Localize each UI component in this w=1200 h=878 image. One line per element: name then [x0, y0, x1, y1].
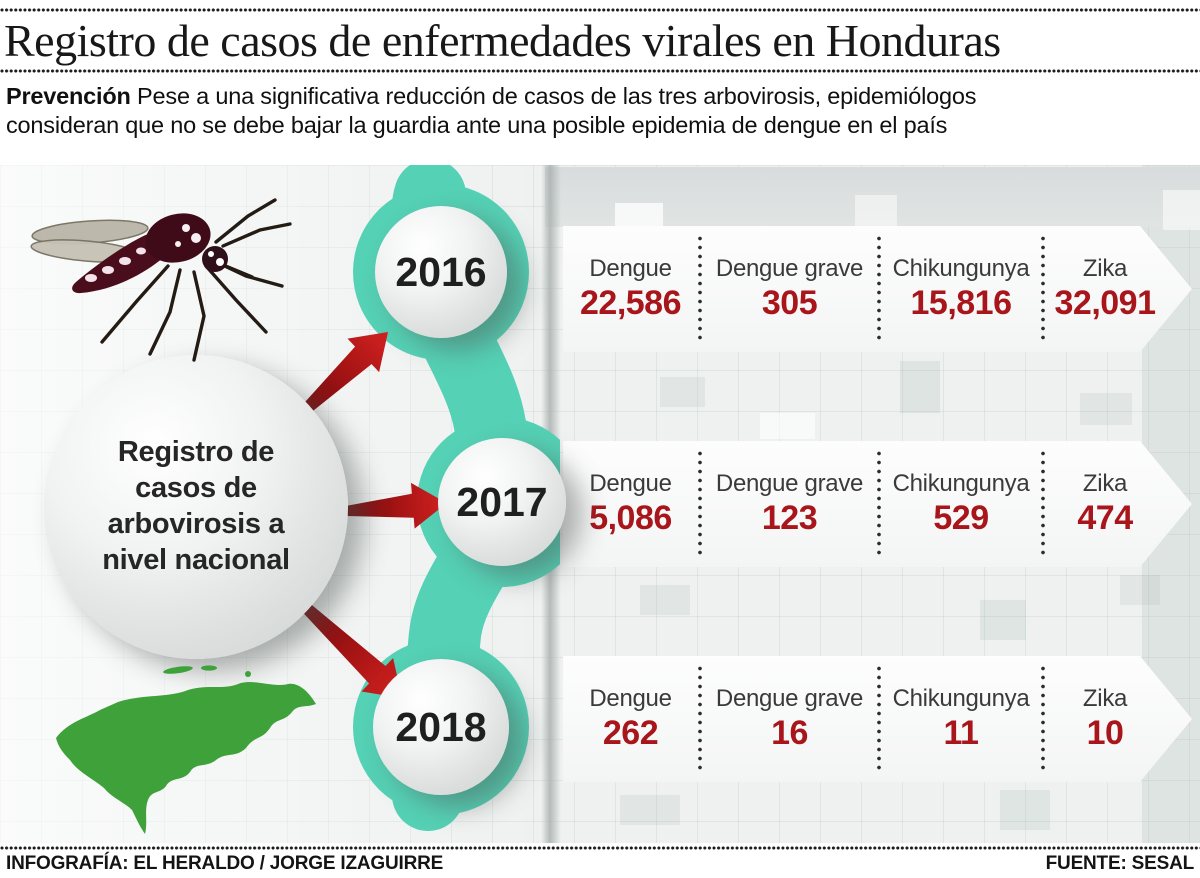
year-circle-2018: 2018: [373, 659, 509, 795]
year-circle-2016: 2016: [375, 206, 507, 338]
dotted-separator: [698, 664, 702, 774]
dotted-separator: [1041, 664, 1045, 774]
dotted-separator: [1041, 234, 1045, 344]
data-cell: Dengue grave 305: [702, 226, 877, 352]
case-count: 11: [943, 714, 979, 752]
case-count: 22,586: [580, 284, 682, 322]
dotted-separator: [1041, 449, 1045, 559]
connector-arrows: [294, 332, 447, 699]
honduras-map: [56, 665, 316, 834]
data-cell: Chikungunya 15,816: [881, 226, 1041, 352]
lede-label: Prevención: [6, 83, 131, 109]
arrow-to-2016: [296, 332, 389, 419]
disease-label: Chikungunya: [892, 255, 1030, 282]
lede-paragraph: Prevención Pese a una significativa redu…: [6, 82, 1186, 141]
disease-label: Chikungunya: [892, 470, 1030, 497]
mosaic-block: [615, 203, 663, 227]
data-banner-2016: Dengue 22,586 Dengue grave 305 Chikungun…: [563, 226, 1192, 352]
year-label: 2016: [395, 248, 487, 295]
disease-label: Dengue: [589, 255, 672, 282]
data-cell: Dengue grave 123: [702, 441, 877, 567]
footer: INFOGRAFÍA: EL HERALDO / JORGE IZAGUIRRE…: [0, 843, 1200, 878]
case-count: 123: [761, 499, 818, 537]
data-cell: Chikungunya 11: [881, 656, 1041, 782]
case-count: 5,086: [589, 499, 672, 537]
disease-label: Chikungunya: [892, 685, 1030, 712]
mosaic-block: [1120, 575, 1160, 605]
dotted-separator: [877, 449, 881, 559]
header: Registro de casos de enfermedades virale…: [0, 0, 1200, 165]
disease-label: Dengue grave: [715, 685, 864, 712]
mosaic-block: [660, 377, 705, 407]
arrow-to-2017: [345, 482, 447, 529]
data-cell: Zika 32,091: [1045, 226, 1165, 352]
data-cell: Dengue 5,086: [563, 441, 698, 567]
title-dotted-rule: [0, 69, 1200, 73]
data-cell: Chikungunya 529: [881, 441, 1041, 567]
dotted-separator: [698, 449, 702, 559]
data-cell: Dengue 262: [563, 656, 698, 782]
lede-line1: Pese a una significativa reducción de ca…: [137, 83, 977, 109]
mosaic-block: [1000, 790, 1050, 830]
disease-label: Zika: [1082, 685, 1128, 712]
hub-label: Registro de casos de arbovirosis a nivel…: [102, 436, 290, 576]
graphic-canvas: Dengue 22,586 Dengue grave 305 Chikungun…: [0, 165, 1200, 843]
dotted-separator: [877, 664, 881, 774]
page-title: Registro de casos de enfermedades virale…: [4, 15, 1001, 66]
mosquito-icon: [30, 198, 292, 362]
data-banner-2018: Dengue 262 Dengue grave 16 Chikungunya 1…: [563, 656, 1192, 782]
data-cell: Zika 474: [1045, 441, 1165, 567]
data-cell: Zika 10: [1045, 656, 1165, 782]
mosaic-block: [980, 600, 1026, 640]
case-count: 16: [771, 714, 808, 752]
disease-label: Zika: [1082, 470, 1128, 497]
disease-label: Dengue: [589, 470, 672, 497]
disease-label: Dengue grave: [715, 470, 864, 497]
case-count: 15,816: [910, 284, 1013, 322]
disease-label: Zika: [1082, 255, 1128, 282]
year-circle-2017: 2017: [438, 438, 566, 566]
year-label: 2017: [456, 478, 548, 525]
data-cell: Dengue grave 16: [702, 656, 877, 782]
case-count: 305: [761, 284, 818, 322]
data-cell: Dengue 22,586: [563, 226, 698, 352]
mosaic-block: [900, 361, 940, 413]
arrow-to-2018: [294, 596, 403, 699]
disease-label: Dengue: [589, 685, 672, 712]
disease-label: Dengue grave: [715, 255, 864, 282]
case-count: 529: [933, 499, 989, 537]
mosaic-block: [640, 585, 690, 615]
top-dotted-rule: [0, 8, 1200, 12]
year-label: 2018: [395, 703, 487, 750]
mosaic-block: [620, 795, 680, 825]
hub-circle: Registro de casos de arbovirosis a nivel…: [44, 355, 348, 659]
data-banner-2017: Dengue 5,086 Dengue grave 123 Chikunguny…: [563, 441, 1192, 567]
mosaic-block: [760, 413, 815, 439]
mosaic-block: [1163, 190, 1200, 230]
footer-dotted-rule: [0, 846, 1200, 850]
case-count: 262: [602, 714, 659, 752]
case-count: 10: [1086, 714, 1124, 752]
case-count: 32,091: [1054, 284, 1157, 322]
credit-text: INFOGRAFÍA: EL HERALDO / JORGE IZAGUIRRE: [6, 853, 444, 874]
dotted-separator: [698, 234, 702, 344]
lede-line2: consideran que no se debe bajar la guard…: [6, 112, 948, 139]
dotted-separator: [877, 234, 881, 344]
source-text: FUENTE: SESAL: [1045, 853, 1195, 874]
mosaic-block: [1080, 393, 1132, 425]
mosaic-block: [855, 195, 897, 227]
case-count: 474: [1077, 499, 1133, 537]
